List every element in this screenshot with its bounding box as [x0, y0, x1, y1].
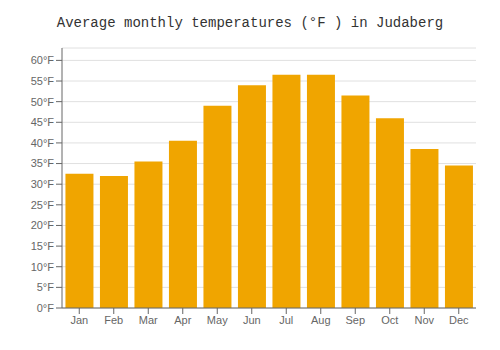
svg-text:Aug: Aug — [311, 314, 331, 326]
svg-text:30°F: 30°F — [31, 178, 55, 190]
svg-text:50°F: 50°F — [31, 96, 55, 108]
svg-text:45°F: 45°F — [31, 116, 55, 128]
svg-text:15°F: 15°F — [31, 240, 55, 252]
svg-text:Oct: Oct — [381, 314, 398, 326]
svg-text:5°F: 5°F — [37, 281, 55, 293]
svg-text:25°F: 25°F — [31, 199, 55, 211]
html-text:Average monthly temperatures (: Average monthly temperatures (°F ) in Ju… — [56, 15, 444, 31]
svg-text:Jun: Jun — [243, 314, 261, 326]
svg-text:10°F: 10°F — [31, 261, 55, 273]
svg-text:Feb: Feb — [104, 314, 123, 326]
svg-text:Sep: Sep — [345, 314, 365, 326]
svg-text:0°F: 0°F — [37, 302, 55, 314]
svg-text:20°F: 20°F — [31, 219, 55, 231]
svg-text:35°F: 35°F — [31, 157, 55, 169]
svg-text:Apr: Apr — [174, 314, 191, 326]
svg-text:60°F: 60°F — [31, 54, 55, 66]
svg-text:Jan: Jan — [70, 314, 88, 326]
svg-text:Mar: Mar — [139, 314, 158, 326]
svg-text:May: May — [207, 314, 228, 326]
svg-text:Jul: Jul — [279, 314, 293, 326]
svg-text:Nov: Nov — [414, 314, 434, 326]
svg-text:Dec: Dec — [449, 314, 469, 326]
svg-text:55°F: 55°F — [31, 75, 55, 87]
svg-text:40°F: 40°F — [31, 137, 55, 149]
